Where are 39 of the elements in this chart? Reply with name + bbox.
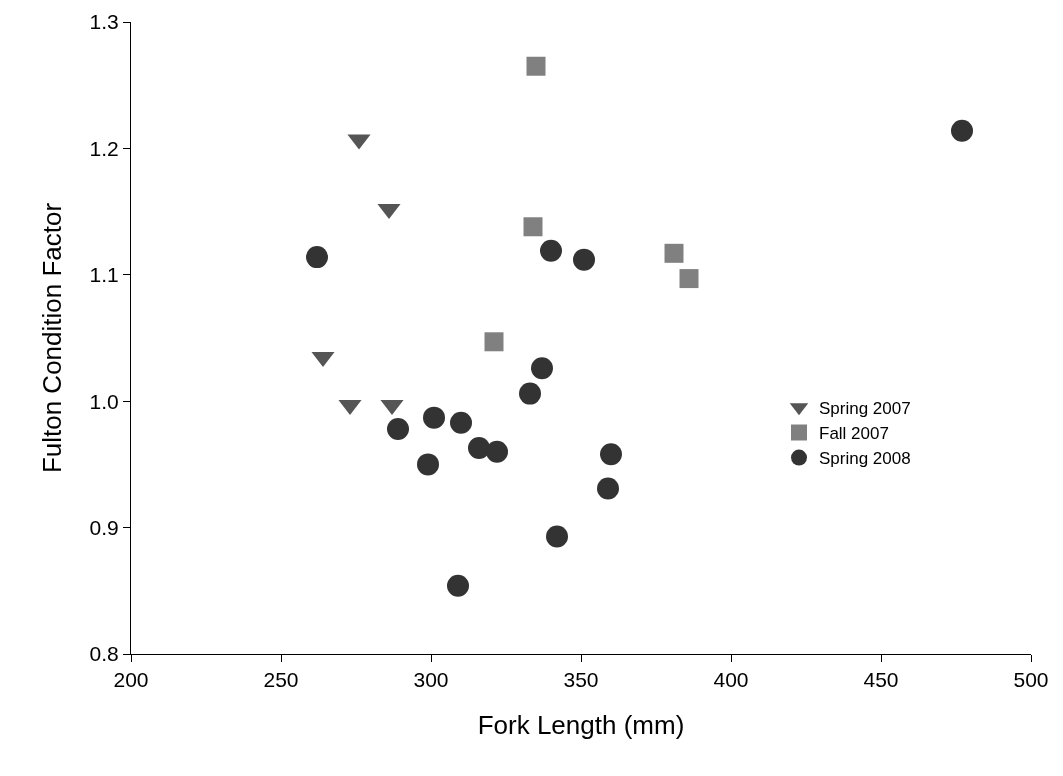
y-tick-label: 0.8 [89,642,119,666]
x-tick-label: 200 [113,668,149,692]
point [526,56,546,76]
point [468,436,490,459]
point [679,269,699,289]
point [573,248,595,271]
x-tick-label: 300 [413,668,449,692]
point [597,477,619,500]
point [546,525,568,548]
x-tick-label: 350 [563,668,599,692]
x-tick-label: 250 [263,668,299,692]
point [423,406,445,429]
point [387,418,409,440]
x-tick-label: 500 [1013,668,1049,692]
point [600,443,622,466]
point [951,119,973,142]
point [486,440,508,463]
point [664,243,684,263]
point [523,217,543,237]
point [519,382,541,405]
point [450,411,472,434]
y-tick-label: 1.3 [89,10,119,34]
point [447,574,469,597]
point [540,239,562,262]
y-tick-label: 1.1 [89,263,119,287]
point [531,357,553,380]
y-tick-label: 0.9 [89,515,119,539]
point [417,453,439,476]
point [484,332,504,352]
legend-label: Spring 2008 [819,449,911,469]
x-tick-label: 400 [713,668,749,692]
legend-label: Spring 2007 [819,398,911,418]
point [306,246,328,269]
x-axis-title: Fork Length (mm) [477,709,685,740]
y-tick-label: 1.0 [89,389,119,413]
y-axis-title: Fulton Condition Factor [37,202,67,474]
x-tick-label: 450 [863,668,899,692]
y-tick-label: 1.2 [89,136,119,160]
legend-label: Fall 2007 [819,424,889,444]
